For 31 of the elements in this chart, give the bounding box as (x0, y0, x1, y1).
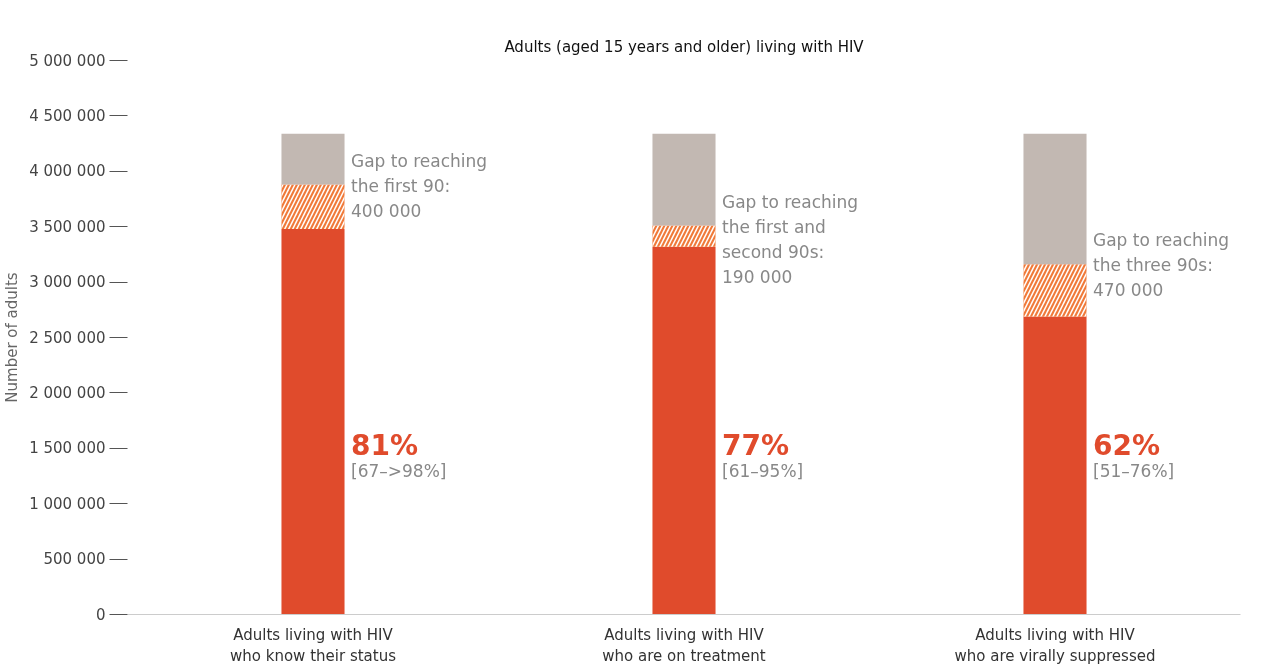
bar (281, 228, 345, 615)
y-tick-label: 3 000 000 (29, 273, 106, 292)
annotation: [61–95%] (722, 461, 804, 482)
chart-title: Adults (aged 15 years and older) living with HIV (504, 37, 865, 56)
y-tick-label: 1 500 000 (29, 439, 106, 458)
annotation: 62% (1093, 429, 1161, 463)
y-tick-label: 0 (95, 605, 106, 624)
y-tick-label: 5 000 000 (29, 51, 106, 70)
x-tick-label: Adults living with HIV who are on treatment (602, 625, 766, 666)
annotation: Gap to reaching the three 90s: 470 000 (1093, 230, 1230, 301)
annotation: Gap to reaching the first 90: 400 000 (351, 150, 488, 221)
y-tick-label: 4 500 000 (29, 106, 106, 125)
annotation: 77% (722, 429, 790, 463)
y-tick-label: 3 500 000 (29, 217, 106, 236)
annotation: Gap to reaching the first and second 90s: 190 000 (722, 191, 859, 287)
y-axis-title: Number of adults (3, 272, 22, 403)
y-tick-label: 1 000 000 (29, 494, 106, 513)
bar (652, 133, 716, 226)
bar (652, 246, 716, 615)
x-tick-label: Adults living with HIV who know their status (230, 625, 397, 666)
y-tick-label: 4 000 000 (29, 162, 106, 181)
annotation: [51–76%] (1093, 461, 1175, 482)
bar (1023, 316, 1087, 615)
annotation: 81% (351, 429, 419, 463)
y-tick-label: 2 000 000 (29, 383, 106, 402)
bar (1023, 133, 1087, 265)
x-tick-label: Adults living with HIV who are virally suppressed (954, 625, 1156, 666)
y-tick-label: 500 000 (43, 550, 106, 569)
annotation: [67–>98%] (351, 461, 447, 482)
bar (281, 133, 345, 185)
y-tick-label: 2 500 000 (29, 328, 106, 347)
